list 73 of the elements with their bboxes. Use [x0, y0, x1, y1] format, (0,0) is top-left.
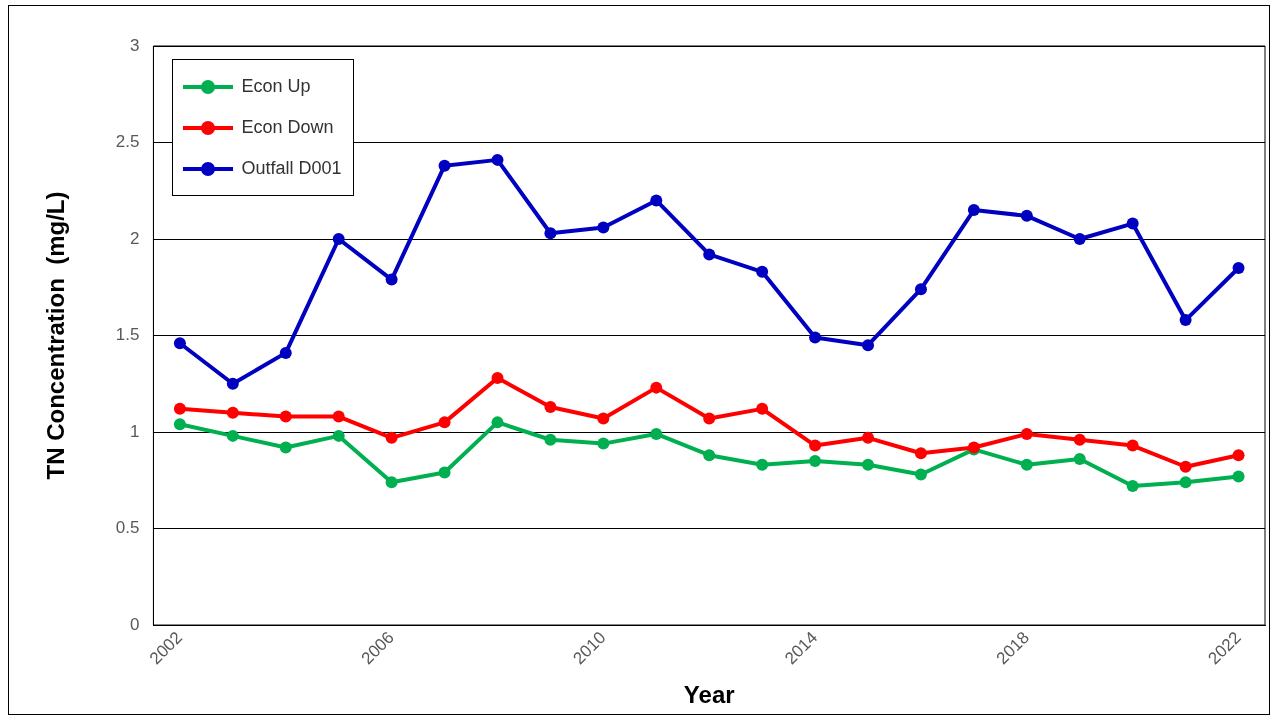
- y-tick-label: 0.5: [115, 518, 140, 538]
- point: [597, 221, 610, 234]
- point: [1126, 439, 1139, 452]
- legend-label: Econ Up: [241, 76, 311, 97]
- point: [1179, 476, 1192, 489]
- y-tick-label: 1: [129, 421, 140, 441]
- point: [703, 412, 716, 425]
- y-tick-label: 0: [129, 614, 140, 634]
- point: [385, 476, 398, 489]
- point: [1232, 470, 1245, 483]
- point: [438, 159, 451, 172]
- point: [756, 402, 769, 415]
- point: [650, 427, 663, 440]
- point: [226, 377, 239, 390]
- point: [332, 429, 345, 442]
- point: [1020, 427, 1033, 440]
- point: [1179, 460, 1192, 473]
- point: [597, 412, 610, 425]
- point: [967, 204, 980, 217]
- point: [1126, 217, 1139, 230]
- legend-label: Outfall D001: [241, 158, 342, 179]
- y-tick-label: 2: [129, 228, 140, 248]
- point: [756, 458, 769, 471]
- point: [862, 339, 875, 352]
- point: [1179, 314, 1192, 327]
- point: [703, 248, 716, 261]
- point: [914, 468, 927, 481]
- point: [332, 410, 345, 423]
- point: [173, 402, 186, 415]
- point: [438, 416, 451, 429]
- point: [279, 346, 292, 359]
- y-tick-label: 3: [129, 35, 140, 55]
- point: [173, 418, 186, 431]
- point: [703, 449, 716, 462]
- point: [544, 227, 557, 240]
- point: [385, 273, 398, 286]
- point: [914, 283, 927, 296]
- point: [1126, 480, 1139, 493]
- point: [332, 233, 345, 246]
- y-tick-label: 2.5: [115, 132, 140, 152]
- point: [809, 439, 822, 452]
- point: [279, 410, 292, 423]
- point: [597, 437, 610, 450]
- point: [756, 265, 769, 278]
- point: [914, 447, 927, 460]
- point: [226, 406, 239, 419]
- point: [544, 400, 557, 413]
- point: [544, 433, 557, 446]
- point: [809, 454, 822, 467]
- point: [1020, 209, 1033, 222]
- point: [1073, 453, 1086, 466]
- point: [491, 153, 504, 166]
- point: [650, 194, 663, 207]
- point: [1073, 433, 1086, 446]
- point: [1073, 233, 1086, 246]
- point: [385, 431, 398, 444]
- point: [491, 371, 504, 384]
- point: [862, 431, 875, 444]
- legend-label: Econ Down: [241, 117, 334, 138]
- point: [438, 466, 451, 479]
- point: [173, 337, 186, 350]
- point: [279, 441, 292, 454]
- y-tick-label: 1.5: [115, 325, 140, 345]
- point: [862, 458, 875, 471]
- point: [491, 416, 504, 429]
- point: [650, 381, 663, 394]
- point: [226, 429, 239, 442]
- point: [809, 331, 822, 344]
- y-axis-title: TN Concentration (mg/L): [42, 191, 70, 480]
- point: [1232, 261, 1245, 274]
- point: [1020, 458, 1033, 471]
- point: [1232, 449, 1245, 462]
- x-axis-title: Year: [683, 681, 735, 709]
